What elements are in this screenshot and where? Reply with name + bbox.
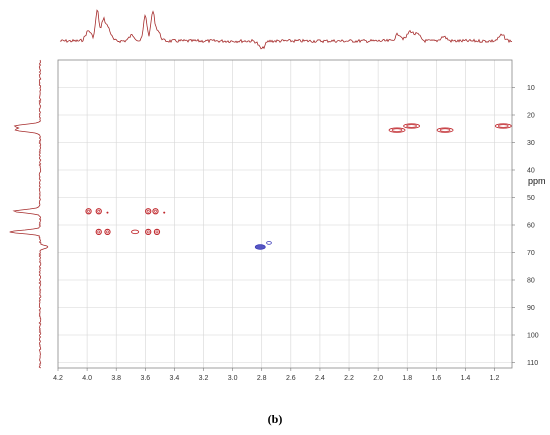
y-axis-ticks: 10 20 30 40 50 60 70 80 90 100 110: [512, 85, 539, 367]
plot-frame: [57, 59, 513, 369]
contour-peak: [131, 229, 140, 235]
y-tick-label: 40: [527, 168, 535, 175]
contour-peak: [152, 208, 159, 215]
contour-peak-inner: [97, 209, 101, 213]
contour-peak: [388, 127, 406, 133]
contour-peak: [85, 208, 92, 215]
x-tick-label: 3.4: [170, 375, 180, 382]
x-tick-label: 3.6: [140, 375, 150, 382]
y-tick-label: 110: [527, 360, 538, 367]
x-tick-label: 3.0: [228, 375, 238, 382]
contour-peak-inner: [497, 124, 509, 128]
contour-peak-inner: [146, 230, 150, 234]
x-tick-label: 3.8: [111, 375, 121, 382]
x-tick-label: 2.6: [286, 375, 296, 382]
contour-peak-inner: [155, 230, 159, 234]
contour-peak: [95, 228, 102, 236]
x-tick-label: 4.0: [82, 375, 92, 382]
contour-peak-inner: [406, 124, 417, 128]
y-tick-label: 90: [527, 305, 535, 312]
contour-peak: [403, 123, 420, 129]
contour-peak: [254, 244, 266, 250]
contour-peak: [153, 228, 161, 236]
x-tick-label: 2.0: [373, 375, 383, 382]
x-tick-label: 2.4: [315, 375, 325, 382]
contour-peak: [163, 211, 166, 214]
y-tick-label: 20: [527, 113, 535, 120]
x-tick-label: 2.8: [257, 375, 267, 382]
y-tick-label: 30: [527, 140, 535, 147]
x-tick-label: 1.4: [461, 375, 471, 382]
x-axis-ticks: 4.2 4.0 3.8 3.6 3.4 3.2 3.0 2.8 2.6 2.4 2.2 2.0 1.8 1…: [53, 368, 500, 382]
contour-peaks: [85, 123, 512, 250]
x-tick-label: 1.2: [490, 375, 500, 382]
plot-gridlines: [58, 60, 512, 368]
contour-peak: [494, 123, 512, 129]
contour-peak: [266, 241, 272, 245]
left-projection-trace: [9, 59, 49, 369]
y-tick-label: 50: [527, 195, 535, 202]
contour-peak-inner: [106, 230, 109, 234]
x-tick-label: 3.2: [199, 375, 209, 382]
y-tick-label: 10: [527, 85, 535, 92]
x-tick-label: 1.6: [431, 375, 441, 382]
y-tick-label: 100: [527, 333, 539, 340]
x-tick-label: 2.2: [344, 375, 354, 382]
x-tick-label: 1.8: [402, 375, 412, 382]
figure-caption: (b): [267, 412, 283, 426]
y-tick-label: 60: [527, 223, 535, 230]
top-projection-trace: [59, 9, 513, 50]
y-tick-label: 70: [527, 250, 535, 257]
x-tick-label: 4.2: [53, 375, 63, 382]
contour-peak: [95, 208, 102, 215]
contour-peak: [145, 228, 152, 236]
contour-peak-inner: [146, 209, 150, 213]
contour-peak: [106, 211, 109, 214]
y-axis-unit-label: ppm: [528, 176, 546, 186]
contour-peak-inner: [87, 209, 90, 213]
contour-peak-inner: [391, 128, 403, 132]
contour-peak: [104, 228, 111, 236]
y-tick-label: 80: [527, 278, 535, 285]
contour-peak-inner: [154, 209, 157, 213]
contour-peak: [145, 208, 152, 215]
contour-peak-inner: [97, 230, 101, 234]
contour-peak: [436, 127, 454, 133]
contour-peak-inner: [439, 128, 451, 132]
